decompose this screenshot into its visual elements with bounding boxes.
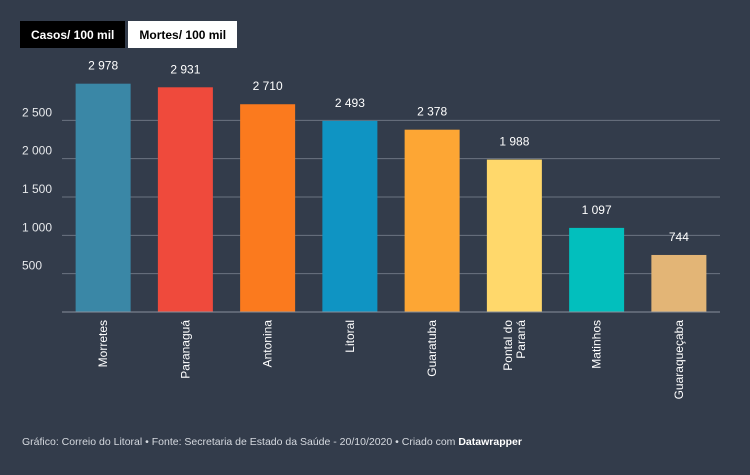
x-tick-label: Paranaguá — [178, 320, 192, 379]
data-label: 2 978 — [88, 59, 118, 73]
bar — [651, 254, 707, 312]
data-label: 2 493 — [335, 96, 365, 110]
y-tick-label: 500 — [22, 259, 42, 273]
x-tick-label: Litoral — [343, 320, 357, 353]
y-tick-label: 2 500 — [22, 105, 52, 119]
x-tick-label: Pontal do — [501, 320, 515, 371]
x-tick-label: Antonina — [261, 320, 275, 368]
data-label: 744 — [669, 230, 689, 244]
chart-footer: Gráfico: Correio do Litoral • Fonte: Sec… — [22, 436, 522, 448]
y-tick-label: 1 000 — [22, 220, 52, 234]
footer-credit: Gráfico: Correio do Litoral • Fonte: Sec… — [22, 436, 459, 448]
y-tick-label: 1 500 — [22, 182, 52, 196]
x-tick-label: Guaratuba — [425, 320, 439, 377]
x-tick-label: Guaraqueçaba — [672, 320, 686, 400]
bar — [322, 120, 378, 313]
footer-brand: Datawrapper — [458, 436, 522, 448]
bar — [157, 87, 213, 312]
bar — [569, 227, 625, 312]
tab-bar: Casos/ 100 mil Mortes/ 100 mil — [20, 21, 238, 48]
bar — [75, 83, 131, 312]
tab-mortes[interactable]: Mortes/ 100 mil — [128, 21, 238, 48]
data-label: 2 931 — [170, 62, 200, 76]
bar-chart: 500 1 000 1 500 2 000 2 500 2 978 Morretes 2 93… — [22, 59, 720, 400]
bar — [404, 129, 460, 312]
data-label: 2 710 — [253, 79, 283, 93]
data-label: 1 097 — [582, 203, 612, 217]
bar — [486, 159, 542, 312]
tab-casos[interactable]: Casos/ 100 mil — [20, 21, 126, 48]
x-tick-label: Paraná — [514, 320, 528, 359]
x-tick-label: Morretes — [96, 320, 110, 367]
bar — [240, 104, 296, 312]
x-tick-label: Matinhos — [590, 320, 604, 369]
data-label: 2 378 — [417, 105, 447, 119]
data-label: 1 988 — [499, 135, 529, 149]
y-tick-label: 2 000 — [22, 144, 52, 158]
